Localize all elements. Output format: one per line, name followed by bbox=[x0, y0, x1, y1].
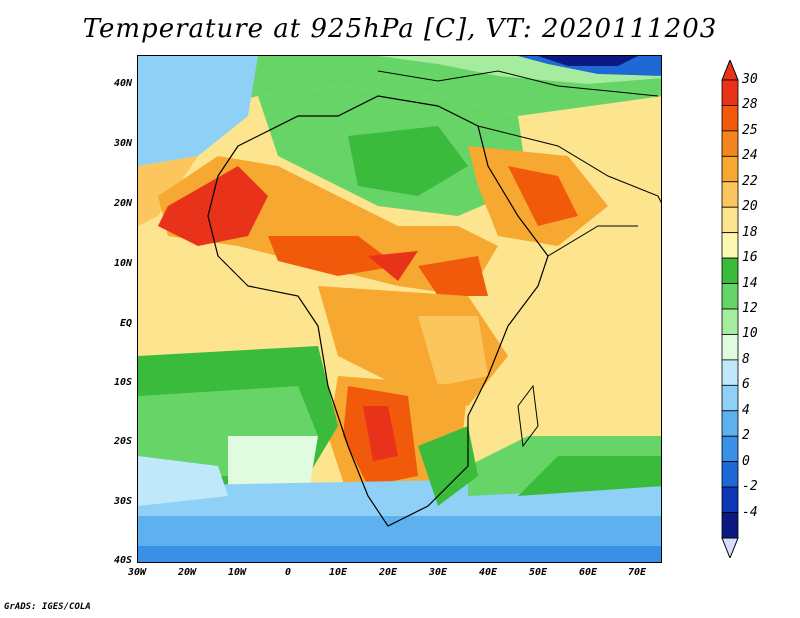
colorbar-label: 2 bbox=[742, 428, 750, 444]
colorbar-bottom-arrow bbox=[721, 537, 739, 558]
lat-label: 20S bbox=[113, 436, 132, 447]
colorbar bbox=[721, 60, 739, 558]
colorbar-swatch bbox=[721, 461, 739, 488]
colorbar-swatch bbox=[721, 410, 739, 437]
lat-label: 10S bbox=[113, 377, 132, 388]
lon-label: 60E bbox=[578, 567, 598, 578]
lat-label: 30S bbox=[113, 496, 132, 507]
colorbar-swatch bbox=[721, 308, 739, 335]
lon-label: 0 bbox=[284, 567, 292, 578]
colorbar-label: 10 bbox=[742, 326, 758, 342]
lon-label: 50E bbox=[528, 567, 548, 578]
lat-label: 10N bbox=[113, 258, 132, 269]
colorbar-label: 30 bbox=[742, 72, 758, 87]
colorbar-swatch bbox=[721, 155, 739, 183]
colorbar-swatch bbox=[721, 384, 739, 412]
colorbar-swatch bbox=[721, 283, 739, 310]
lon-label: 30E bbox=[428, 567, 448, 578]
colorbar-label: -2 bbox=[742, 479, 758, 495]
colorbar-swatch bbox=[721, 512, 739, 539]
lon-label: 30W bbox=[127, 567, 147, 578]
colorbar-label: 28 bbox=[742, 97, 758, 113]
lon-label: 20E bbox=[378, 567, 398, 578]
colorbar-label: 4 bbox=[742, 402, 750, 418]
colorbar-label: 16 bbox=[742, 250, 758, 266]
colorbar-swatch bbox=[721, 435, 739, 463]
lat-label: 40S bbox=[113, 555, 132, 566]
colorbar-swatch bbox=[721, 105, 739, 132]
colorbar-label: -4 bbox=[742, 504, 758, 520]
lat-label: 20N bbox=[113, 198, 132, 209]
lon-label: 70E bbox=[627, 567, 647, 578]
lon-label: 10E bbox=[328, 567, 348, 578]
colorbar-label: 12 bbox=[742, 301, 758, 316]
temperature-field bbox=[138, 56, 661, 562]
colorbar-label: 22 bbox=[742, 173, 758, 189]
credit-text: GrADS: IGES/COLA bbox=[4, 602, 91, 612]
colorbar-swatch bbox=[721, 130, 739, 157]
lat-label: 40N bbox=[113, 78, 132, 89]
colorbar-top-arrow bbox=[721, 60, 739, 81]
lon-label: 20W bbox=[177, 567, 197, 578]
colorbar-swatch bbox=[721, 334, 739, 361]
colorbar-swatch bbox=[721, 79, 739, 106]
colorbar-swatch bbox=[721, 232, 739, 259]
colorbar-label: 20 bbox=[742, 199, 758, 215]
colorbar-swatch bbox=[721, 206, 739, 234]
colorbar-label: 14 bbox=[742, 275, 758, 291]
colorbar-label: 18 bbox=[742, 224, 758, 240]
colorbar-label: 0 bbox=[742, 453, 750, 469]
temperature-map bbox=[137, 55, 662, 563]
colorbar-swatch bbox=[721, 359, 739, 386]
colorbar-swatch bbox=[721, 257, 739, 284]
colorbar-label: 25 bbox=[742, 122, 758, 138]
map-title: Temperature at 925hPa [C], VT: 202011120… bbox=[82, 14, 718, 44]
lon-label: 10W bbox=[227, 567, 247, 578]
lon-label: 40E bbox=[478, 567, 498, 578]
colorbar-label: 6 bbox=[742, 377, 750, 393]
colorbar-label: 24 bbox=[742, 148, 758, 164]
colorbar-label: 8 bbox=[742, 351, 750, 367]
colorbar-swatch bbox=[721, 181, 739, 208]
lat-label: 30N bbox=[113, 138, 132, 149]
colorbar-swatch bbox=[721, 486, 739, 513]
lat-label: EQ bbox=[119, 318, 132, 329]
